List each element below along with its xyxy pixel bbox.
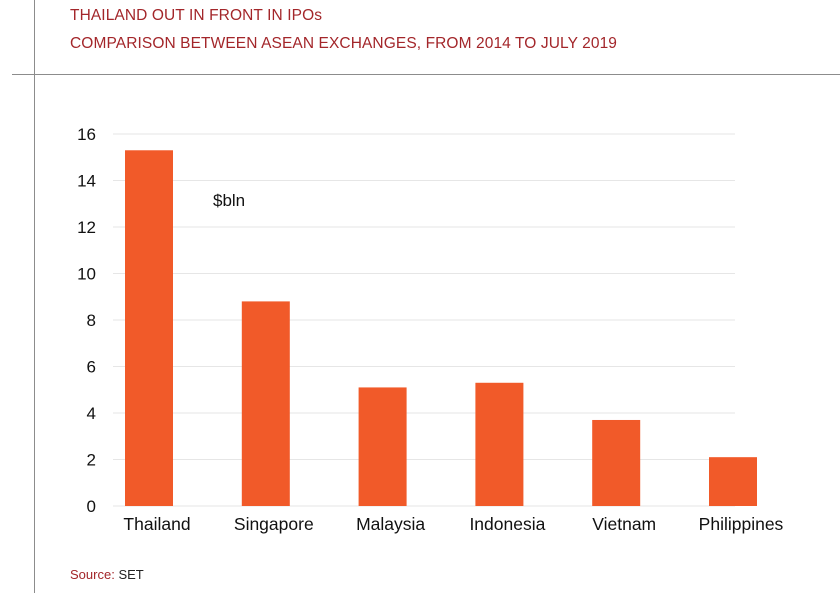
left-rule <box>34 0 35 593</box>
bars <box>125 150 757 506</box>
y-tick-label: 2 <box>87 451 96 470</box>
y-tick-label: 4 <box>87 404 96 423</box>
x-axis-labels: Thailand Singapore Malaysia Indonesia Vietna… <box>123 514 783 534</box>
y-tick-label: 14 <box>77 172 96 191</box>
x-tick-label: Philippines <box>699 514 784 534</box>
chart-title: THAILAND OUT IN FRONT IN IPOs <box>70 7 323 24</box>
bar-philippines <box>709 457 757 506</box>
y-tick-label: 12 <box>77 218 96 237</box>
y-tick-label: 10 <box>77 265 96 284</box>
y-tick-label: 6 <box>87 358 96 377</box>
x-tick-label: Thailand <box>123 514 190 534</box>
gridlines <box>113 133 735 507</box>
chart-subtitle: COMPARISON BETWEEN ASEAN EXCHANGES, FROM… <box>70 35 618 52</box>
source-value: SET <box>118 567 144 582</box>
y-tick-label: 8 <box>87 311 96 330</box>
header-rule <box>12 74 840 75</box>
bar-malaysia <box>358 387 407 506</box>
bar-vietnam <box>592 419 641 506</box>
source-note: Source: SET <box>70 567 144 582</box>
source-label: Source: <box>70 567 115 582</box>
bar-thailand <box>125 150 173 506</box>
x-tick-label: Singapore <box>234 514 314 534</box>
unit-label: $bln <box>213 191 245 210</box>
y-tick-label: 0 <box>87 497 96 516</box>
bar-singapore <box>241 301 290 506</box>
bar-indonesia <box>475 382 524 506</box>
y-tick-label: 16 <box>77 125 96 144</box>
x-tick-label: Malaysia <box>356 514 425 534</box>
y-axis-ticks: 0 2 4 6 8 10 12 14 16 <box>77 125 96 516</box>
x-tick-label: Indonesia <box>469 514 545 534</box>
x-tick-label: Vietnam <box>592 514 656 534</box>
